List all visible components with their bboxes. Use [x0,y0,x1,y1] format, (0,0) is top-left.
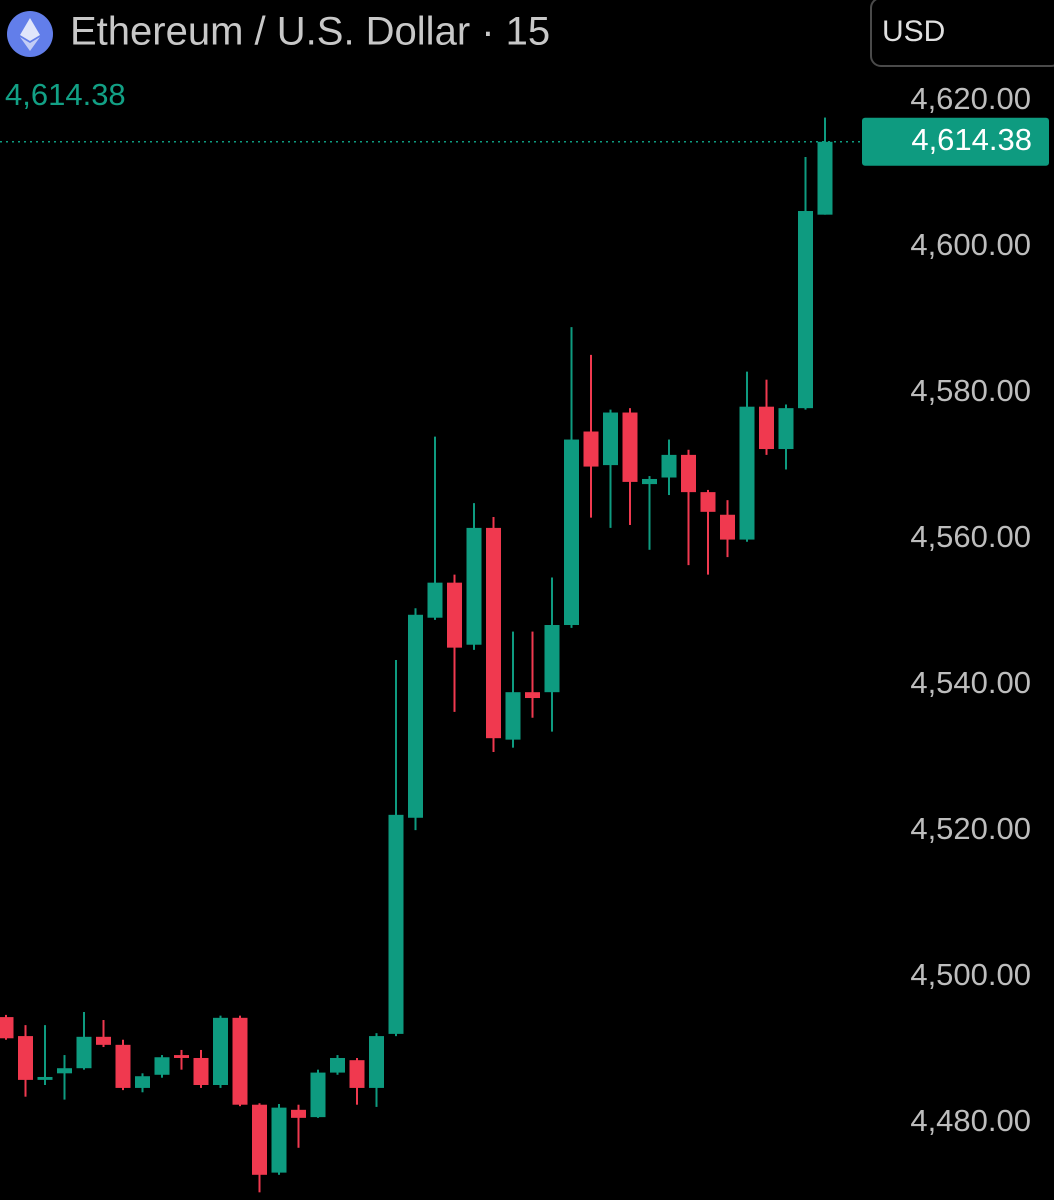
candle-body [798,211,813,409]
y-tick-label: 4,600.00 [910,227,1031,262]
y-tick-label: 4,540.00 [910,665,1031,700]
candle-body [18,1036,33,1080]
candle-body [564,439,579,626]
candle-body [388,814,404,1034]
candle-body [466,527,482,645]
last-price-label: 4,614.38 [911,122,1032,157]
candle-body [817,141,833,215]
chart-title: Ethereum / U.S. Dollar · 15 [70,10,550,54]
candle-body [486,527,501,739]
last-price-badge [862,117,1049,166]
candle-body [310,1072,326,1118]
y-tick-label: 4,620.00 [910,81,1031,116]
candle-body [720,514,735,540]
candle-body [291,1109,306,1118]
candle-body [37,1076,53,1080]
candle-body [349,1060,365,1088]
plot [0,117,833,1193]
candle-body [427,582,443,618]
header-price: 4,614.38 [5,77,126,112]
candle-body [583,431,599,467]
y-tick-label: 4,560.00 [910,519,1031,554]
y-tick-label: 4,500.00 [910,957,1031,992]
candle-body [57,1068,72,1074]
currency-button[interactable] [870,0,1054,67]
candle-body [154,1057,170,1075]
candle-body [642,478,657,485]
candle-body [525,692,540,699]
candle-body [603,412,618,466]
candle-body [96,1036,111,1045]
candle-body [739,406,755,540]
candle-body [115,1044,131,1088]
eth-icon [7,11,53,57]
candle-body [447,582,462,648]
candle-body [135,1076,150,1088]
candle-body [76,1036,92,1069]
y-tick-label: 4,480.00 [910,1103,1031,1138]
candle-body [505,692,521,740]
candle-body [622,412,638,482]
candle-body [213,1017,228,1086]
candle-body [778,408,794,450]
candle-body [681,454,696,493]
candle-body [700,492,716,512]
candle-body [759,406,774,450]
candle-body [330,1057,345,1073]
y-tick-label: 4,580.00 [910,373,1031,408]
candle-body [661,454,677,478]
candle-body [369,1036,384,1088]
candle-body [232,1017,248,1105]
currency-label[interactable]: USD [882,15,945,48]
candle-body [0,1017,14,1039]
candle-body [174,1055,189,1058]
candle-body [408,614,423,818]
candle-body [544,625,560,693]
candle-body [252,1104,267,1175]
y-tick-label: 4,520.00 [910,811,1031,846]
candle-body [193,1057,209,1086]
candle-body [271,1107,287,1173]
